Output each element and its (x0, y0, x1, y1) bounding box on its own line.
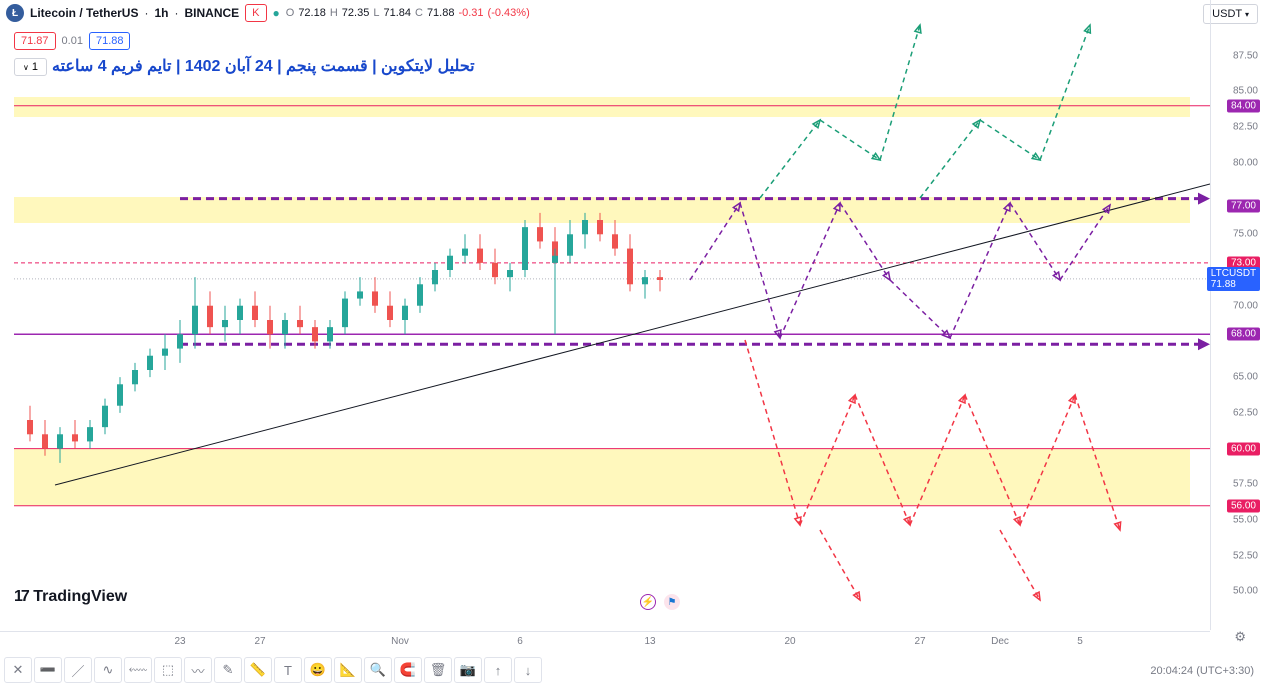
ohlc-display: O72.18 H72.35 L71.84 C71.88 -0.31 (-0.43… (286, 7, 530, 19)
chart-svg (0, 0, 1210, 630)
tool-button[interactable]: ⬚ (154, 657, 182, 683)
ask-price[interactable]: 71.88 (89, 32, 131, 50)
tool-button[interactable]: 📏 (244, 657, 272, 683)
dropdown-selector[interactable]: ∨ 1 (14, 58, 47, 76)
drawing-toolbar: ✕➖／∿⬳⬚〰✎📏T😀📐🔍🧲🗑📷↑↓ (4, 657, 542, 683)
symbol-name[interactable]: Litecoin / TetherUS (30, 6, 138, 20)
tool-button[interactable]: ➖ (34, 657, 62, 683)
flag-icon: ⚑ (664, 594, 680, 610)
tool-button[interactable]: ／ (64, 657, 92, 683)
tool-button[interactable]: 〰 (184, 657, 212, 683)
tool-button[interactable]: ⬳ (124, 657, 152, 683)
chart-header: Ł Litecoin / TetherUS · 1h · BINANCE K ●… (6, 4, 1258, 22)
flag-icon: K (245, 4, 266, 22)
time-display: 20:04:24 (UTC+3:30) (1150, 665, 1254, 677)
tool-button[interactable]: ✕ (4, 657, 32, 683)
tool-button[interactable]: 📷 (454, 657, 482, 683)
tool-button[interactable]: ↓ (514, 657, 542, 683)
y-axis[interactable]: 50.0052.5055.0057.5060.0062.5065.0070.00… (1210, 0, 1264, 630)
tool-button[interactable]: ✎ (214, 657, 242, 683)
tool-button[interactable]: ↑ (484, 657, 512, 683)
tradingview-logo: 17 TradingView (14, 588, 127, 606)
event-icons: ⚡ ⚑ (640, 594, 680, 610)
zone-84 (14, 97, 1190, 117)
tool-button[interactable]: 🗑 (424, 657, 452, 683)
bid-price[interactable]: 71.87 (14, 32, 56, 50)
tool-button[interactable]: 📐 (334, 657, 362, 683)
zone-77 (14, 197, 1190, 223)
settings-icon[interactable]: ⚙ (1234, 629, 1246, 645)
tool-button[interactable]: T (274, 657, 302, 683)
coin-icon: Ł (6, 4, 24, 22)
spread: 0.01 (62, 35, 83, 47)
tool-button[interactable]: 😀 (304, 657, 332, 683)
timeframe[interactable]: 1h (154, 6, 168, 20)
analysis-title: تحليل لايتكوين | قسمت پنجم | 24 آبان 140… (52, 56, 475, 76)
x-axis[interactable]: 2327Nov6132027Dec5 (0, 631, 1210, 651)
lightning-icon: ⚡ (640, 594, 656, 610)
tool-button[interactable]: 🔍 (364, 657, 392, 683)
exchange: BINANCE (184, 6, 239, 20)
bid-ask-row: 71.87 0.01 71.88 (14, 32, 130, 50)
tool-button[interactable]: 🧲 (394, 657, 422, 683)
zone-58 (14, 449, 1190, 506)
tool-button[interactable]: ∿ (94, 657, 122, 683)
